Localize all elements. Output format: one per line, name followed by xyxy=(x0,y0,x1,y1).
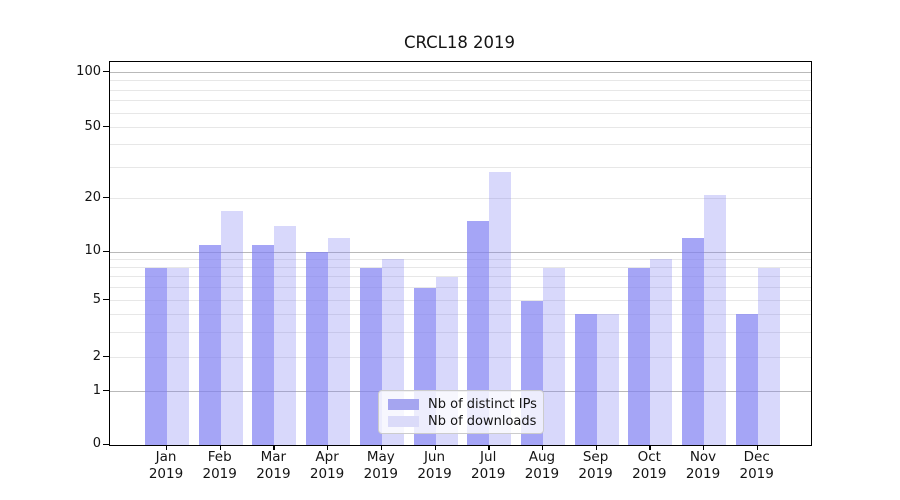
legend-item-downloads: Nb of downloads xyxy=(388,413,537,430)
x-tick-mark xyxy=(756,445,759,450)
y-tick-label-2: 2 xyxy=(92,348,101,364)
bar-ips-feb xyxy=(198,244,221,445)
y-tick-mark xyxy=(103,299,109,301)
bar-ips-jan xyxy=(145,267,167,445)
gridline-minor xyxy=(110,198,811,199)
gridline-minor xyxy=(110,300,811,301)
y-tick-mark xyxy=(103,250,109,252)
gridline-minor xyxy=(110,127,811,128)
gridline-minor xyxy=(110,100,811,102)
bar-ips-oct xyxy=(628,267,651,445)
bar-downloads-sep xyxy=(596,314,619,445)
x-tick-label-jun: Jun 2019 xyxy=(417,449,452,482)
gridline-major xyxy=(110,251,811,253)
gridline-minor xyxy=(110,287,811,289)
legend-item-distinct-ips: Nb of distinct IPs xyxy=(388,396,537,413)
x-tick-mark xyxy=(380,445,383,450)
x-tick-label-nov: Nov 2019 xyxy=(685,449,721,482)
y-tick-mark xyxy=(103,71,109,73)
y-tick-label-20: 20 xyxy=(84,189,101,205)
bar-ips-nov xyxy=(682,237,704,445)
x-tick-mark xyxy=(649,445,651,450)
bar-downloads-mar xyxy=(274,226,297,445)
y-tick-label-100: 100 xyxy=(76,63,101,79)
y-tick-label-0: 0 xyxy=(92,436,101,451)
y-tick-label-10: 10 xyxy=(84,243,101,258)
x-tick-label-jul: Jul 2019 xyxy=(471,449,506,482)
bar-ips-jul xyxy=(467,220,490,445)
legend-swatch-downloads xyxy=(388,416,419,427)
y-tick-mark xyxy=(103,443,109,445)
gridline-minor xyxy=(110,112,811,114)
y-tick-label-1: 1 xyxy=(92,382,101,398)
x-tick-mark xyxy=(273,445,275,450)
x-tick-mark xyxy=(434,445,436,450)
x-tick-label-aug: Aug 2019 xyxy=(524,449,560,482)
legend: Nb of distinct IPs Nb of downloads xyxy=(378,390,544,434)
bar-downloads-jul xyxy=(489,172,512,445)
gridline-minor xyxy=(110,144,811,146)
x-tick-label-jan: Jan 2019 xyxy=(148,449,184,482)
gridline-minor xyxy=(110,357,811,358)
gridline-major xyxy=(110,72,811,73)
gridline-minor xyxy=(110,89,811,91)
y-tick-mark xyxy=(103,197,109,199)
x-tick-label-mar: Mar 2019 xyxy=(256,449,291,482)
legend-label-downloads: Nb of downloads xyxy=(428,414,537,429)
x-tick-mark xyxy=(327,445,329,450)
y-tick-mark xyxy=(103,356,109,358)
bar-downloads-jan xyxy=(167,267,189,445)
gridline-minor xyxy=(110,313,811,315)
x-tick-label-dec: Dec 2019 xyxy=(739,449,774,482)
legend-swatch-distinct-ips xyxy=(388,399,419,410)
bar-ips-may xyxy=(359,267,382,445)
gridline-minor xyxy=(110,166,811,168)
bar-downloads-dec xyxy=(757,267,780,445)
bar-downloads-aug xyxy=(542,267,565,445)
plot-area: Nb of distinct IPs Nb of downloads xyxy=(109,61,812,446)
y-tick-mark xyxy=(103,390,109,392)
y-tick-label-5: 5 xyxy=(92,291,101,307)
x-tick-label-oct: Oct 2019 xyxy=(632,449,667,482)
gridline-minor xyxy=(110,80,811,82)
x-tick-mark xyxy=(488,445,490,450)
y-tick-mark xyxy=(103,126,109,128)
x-tick-mark xyxy=(595,445,597,450)
bar-ips-apr xyxy=(306,252,329,445)
x-tick-mark xyxy=(541,445,544,450)
x-tick-label-sep: Sep 2019 xyxy=(578,449,613,482)
bar-downloads-feb xyxy=(220,211,243,445)
bar-downloads-oct xyxy=(650,259,673,445)
y-tick-label-50: 50 xyxy=(84,118,101,134)
gridline-minor xyxy=(110,276,811,278)
bar-ips-mar xyxy=(252,244,275,445)
x-tick-label-may: May 2019 xyxy=(363,449,398,482)
gridline-minor xyxy=(110,331,811,333)
x-tick-mark xyxy=(703,445,705,450)
bar-downloads-nov xyxy=(704,194,726,445)
bar-ips-dec xyxy=(735,314,758,445)
x-tick-label-apr: Apr 2019 xyxy=(309,449,345,482)
x-tick-mark xyxy=(219,445,222,450)
gridline-minor xyxy=(110,267,811,269)
chart-title: CRCL18 2019 xyxy=(403,33,516,52)
bar-ips-sep xyxy=(574,314,597,445)
x-tick-mark xyxy=(166,445,168,450)
gridline-minor xyxy=(110,258,811,260)
bar-downloads-apr xyxy=(328,237,351,445)
x-tick-label-feb: Feb 2019 xyxy=(202,449,237,482)
legend-label-distinct-ips: Nb of distinct IPs xyxy=(428,397,537,412)
